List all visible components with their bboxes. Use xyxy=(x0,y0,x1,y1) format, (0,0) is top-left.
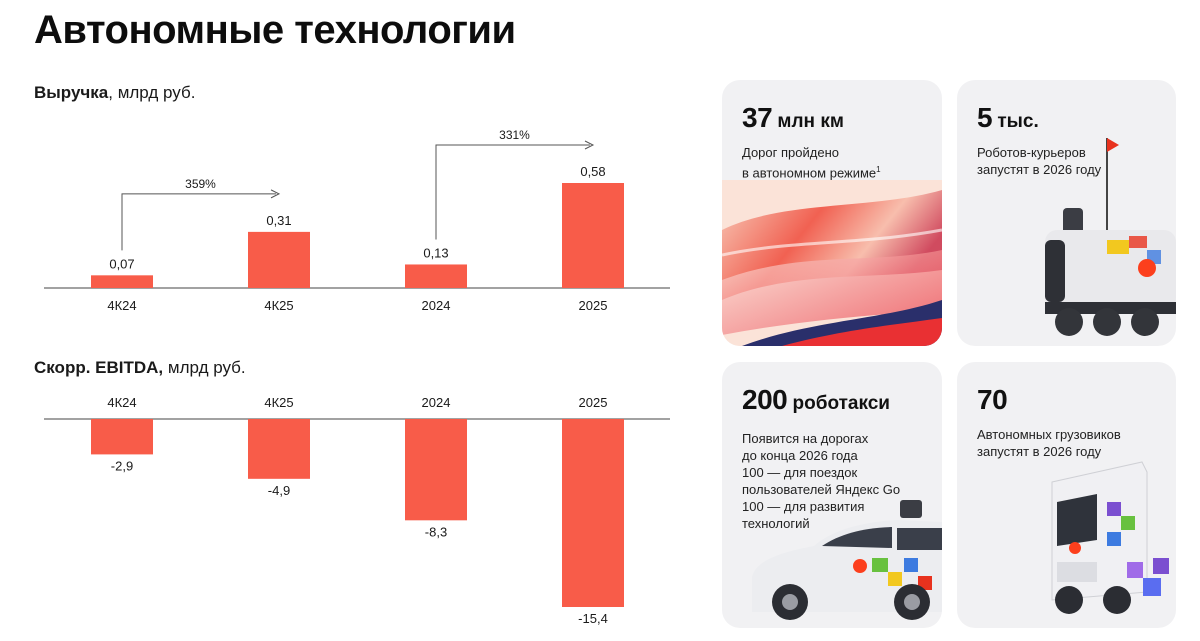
road-km-caption-text: в автономном режиме xyxy=(742,165,877,181)
couriers-caption-line2: запустят в 2026 году xyxy=(977,162,1102,177)
robotaxi-caption-line3: 100 — для поездок xyxy=(742,465,858,480)
revenue-heading-unit: , млрд руб. xyxy=(108,83,196,102)
road-km-unit: млн км xyxy=(772,111,844,132)
revenue-value-label: 0,13 xyxy=(423,245,448,260)
road-km-caption-line2: в автономном режиме1 xyxy=(742,161,881,181)
couriers-value: 5 тыс. xyxy=(977,102,1039,134)
road-photo xyxy=(722,180,942,346)
stat-card-couriers: 5 тыс. Роботов-курьеров запустят в 2026 … xyxy=(957,80,1176,346)
growth-arrow-line xyxy=(435,144,590,240)
growth-percent-label: 359% xyxy=(185,177,216,191)
revenue-category-label: 4К25 xyxy=(264,298,293,313)
revenue-chart-heading: Выручка, млрд руб. xyxy=(34,83,195,103)
robotaxi-caption: Появится на дорогах до конца 2026 года 1… xyxy=(742,430,900,532)
ebitda-category-label: 2024 xyxy=(422,395,451,410)
trucks-caption: Автономных грузовиков запустят в 2026 го… xyxy=(977,426,1121,460)
robotaxi-car-icon xyxy=(752,500,942,620)
revenue-bar xyxy=(248,231,310,288)
growth-arrow-head xyxy=(584,140,595,150)
growth-percent-label: 331% xyxy=(499,128,530,142)
ebitda-category-label: 2025 xyxy=(579,395,608,410)
trucks-number: 70 xyxy=(977,384,1008,415)
robotaxi-caption-line2: до конца 2026 года xyxy=(742,448,858,463)
ebitda-value-label: -15,4 xyxy=(578,611,608,626)
revenue-bar xyxy=(91,275,153,288)
stat-card-robotaxi: 200 роботакси Появится на дорогах до кон… xyxy=(722,362,942,628)
trucks-caption-line1: Автономных грузовиков xyxy=(977,427,1121,442)
revenue-value-label: 0,07 xyxy=(109,256,134,271)
revenue-value-label: 0,58 xyxy=(580,164,605,179)
revenue-chart: 0,07 4К24 0,31 4К25 0,13 2024 0,58 2025 359% 331% xyxy=(44,128,670,313)
revenue-bar xyxy=(405,264,467,288)
page-title: Автономные технологии xyxy=(34,8,516,52)
robotaxi-caption-line6: технологий xyxy=(742,516,810,531)
ebitda-value-label: -8,3 xyxy=(425,524,447,539)
ebitda-bar xyxy=(248,419,310,479)
robotaxi-value: 200 роботакси xyxy=(742,384,890,416)
autonomous-truck-icon xyxy=(1051,461,1169,614)
revenue-value-label: 0,31 xyxy=(266,213,291,228)
ebitda-chart-heading: Скорр. EBITDA, млрд руб. xyxy=(34,358,246,378)
ebitda-value-label: -4,9 xyxy=(268,483,290,498)
trucks-value: 70 xyxy=(977,384,1008,416)
ebitda-heading-unit: млрд руб. xyxy=(163,358,246,377)
trucks-caption-line2: запустят в 2026 году xyxy=(977,444,1102,459)
revenue-heading-bold: Выручка xyxy=(34,83,109,102)
road-km-number: 37 xyxy=(742,102,773,133)
growth-arrow-head xyxy=(270,189,281,199)
growth-arrow-line xyxy=(121,193,276,251)
footnote-marker: 1 xyxy=(876,165,881,174)
robotaxi-caption-line4: пользователей Яндекс Go xyxy=(742,482,901,497)
road-km-caption: Дорог пройдено в автономном режиме1 xyxy=(742,144,881,181)
robotaxi-caption-line1: Появится на дорогах xyxy=(742,431,869,446)
ebitda-category-label: 4К25 xyxy=(264,395,293,410)
stat-card-road-km: 37 млн км Дорог пройдено в автономном ре… xyxy=(722,80,942,346)
couriers-unit: тыс. xyxy=(992,111,1039,132)
robotaxi-unit: роботакси xyxy=(787,393,890,414)
road-km-value: 37 млн км xyxy=(742,102,844,134)
ebitda-value-label: -2,9 xyxy=(111,458,133,473)
revenue-category-label: 2024 xyxy=(422,298,451,313)
robotaxi-caption-line5: 100 — для развития xyxy=(742,499,865,514)
road-km-caption-line1: Дорог пройдено xyxy=(742,145,839,160)
robotaxi-number: 200 xyxy=(742,384,788,415)
courier-robot-icon xyxy=(1045,138,1176,336)
ebitda-bar xyxy=(405,419,467,521)
couriers-number: 5 xyxy=(977,102,993,133)
revenue-bar xyxy=(562,183,624,288)
ebitda-category-label: 4К24 xyxy=(107,395,136,410)
stat-card-trucks: 70 Автономных грузовиков запустят в 2026… xyxy=(957,362,1176,628)
ebitda-chart: -2,9 4К24 -4,9 4К25 -8,3 2024 -15,4 2025 xyxy=(44,395,670,626)
ebitda-bar xyxy=(562,419,624,607)
ebitda-heading-bold: Скорр. EBITDA, xyxy=(34,358,164,377)
ebitda-bar xyxy=(91,419,153,455)
couriers-caption: Роботов-курьеров запустят в 2026 году xyxy=(977,144,1101,178)
revenue-category-label: 2025 xyxy=(579,298,608,313)
revenue-category-label: 4К24 xyxy=(107,298,136,313)
couriers-caption-line1: Роботов-курьеров xyxy=(977,145,1086,160)
